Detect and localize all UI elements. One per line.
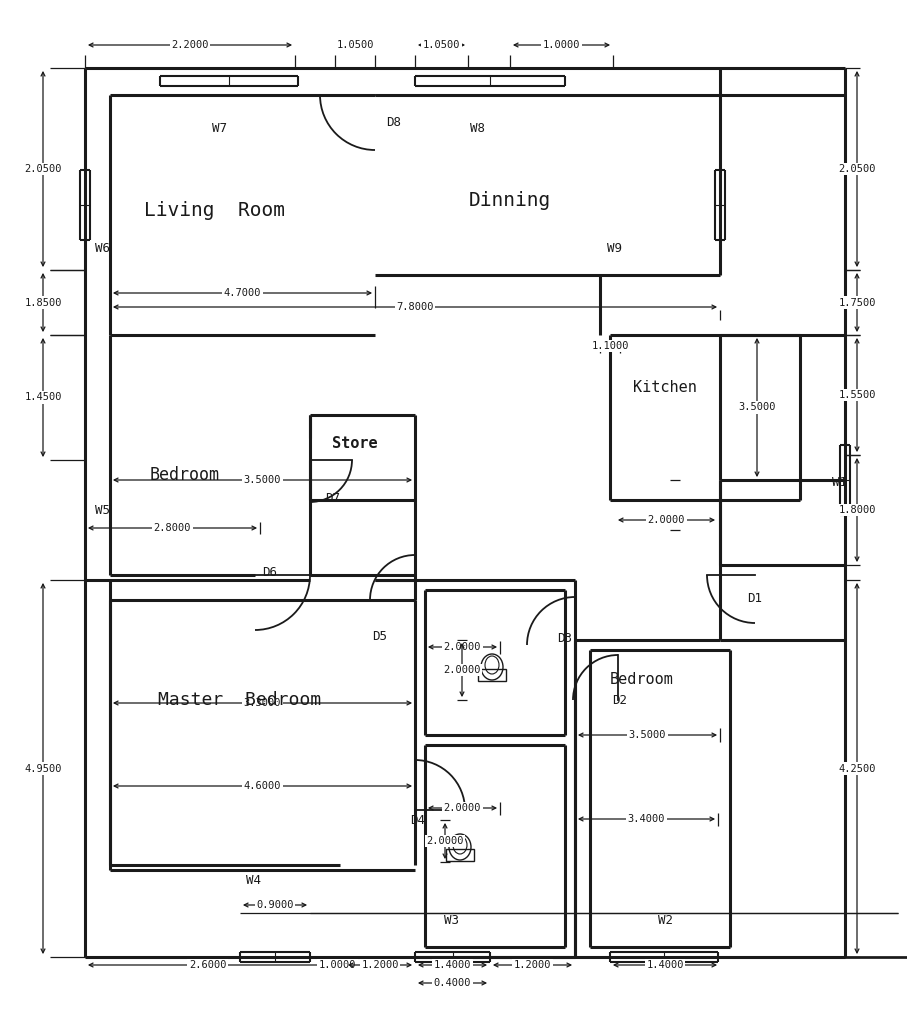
Text: D5: D5 <box>373 631 387 643</box>
Text: Kitchen: Kitchen <box>633 381 697 395</box>
Text: D6: D6 <box>262 565 278 579</box>
Text: W9: W9 <box>607 242 622 255</box>
Text: 1.7500: 1.7500 <box>838 298 876 307</box>
Text: D2: D2 <box>612 693 628 707</box>
Text: 0.9000: 0.9000 <box>257 900 294 910</box>
Text: 1.0000: 1.0000 <box>542 40 580 50</box>
Text: 1.2000: 1.2000 <box>513 961 551 970</box>
Text: W5: W5 <box>95 504 110 516</box>
Text: Store: Store <box>332 435 378 451</box>
Text: 1.4500: 1.4500 <box>24 392 62 402</box>
Text: 3.4000: 3.4000 <box>628 814 665 824</box>
Text: 1.8000: 1.8000 <box>838 505 876 515</box>
Text: W2: W2 <box>658 914 672 928</box>
Text: 1.0500: 1.0500 <box>423 40 460 50</box>
Text: 2.6000: 2.6000 <box>189 961 226 970</box>
Text: 3.5000: 3.5000 <box>244 475 281 485</box>
Bar <box>446 849 474 861</box>
Text: 3.5000: 3.5000 <box>629 730 667 740</box>
Text: W7: W7 <box>212 122 228 134</box>
Text: D1: D1 <box>747 592 763 604</box>
Text: D8: D8 <box>386 117 402 129</box>
Text: 2.0500: 2.0500 <box>24 164 62 174</box>
Text: 1.0500: 1.0500 <box>336 40 374 50</box>
Text: W8: W8 <box>471 122 485 134</box>
Text: 1.0000: 1.0000 <box>318 961 356 970</box>
Text: 4.6000: 4.6000 <box>244 781 281 791</box>
Text: 2.0000: 2.0000 <box>444 665 481 675</box>
Text: Bedroom: Bedroom <box>610 673 674 687</box>
Text: 7.8000: 7.8000 <box>396 302 434 312</box>
Text: D3: D3 <box>558 632 572 644</box>
Text: 1.4000: 1.4000 <box>434 961 472 970</box>
Text: Master  Bedroom: Master Bedroom <box>159 691 322 709</box>
Text: 4.9500: 4.9500 <box>24 764 62 773</box>
Text: Bedroom: Bedroom <box>150 466 220 484</box>
Bar <box>478 669 506 681</box>
Text: W4: W4 <box>246 873 260 887</box>
Text: 1.5500: 1.5500 <box>838 390 876 400</box>
Text: 4.2500: 4.2500 <box>838 764 876 773</box>
Text: 4.7000: 4.7000 <box>224 288 261 298</box>
Text: W6: W6 <box>95 242 110 255</box>
Text: 2.0000: 2.0000 <box>444 642 482 652</box>
Text: 1.4000: 1.4000 <box>647 961 684 970</box>
Text: 2.2000: 2.2000 <box>171 40 209 50</box>
Text: W3: W3 <box>444 914 460 928</box>
Text: 2.0000: 2.0000 <box>648 515 686 525</box>
Text: W1: W1 <box>832 476 847 489</box>
Text: D4: D4 <box>411 813 425 826</box>
Text: D7: D7 <box>326 492 340 505</box>
Text: 2.8000: 2.8000 <box>154 523 191 534</box>
Text: 3.3000: 3.3000 <box>244 698 281 708</box>
Text: 3.5000: 3.5000 <box>738 402 775 413</box>
Text: 1.2000: 1.2000 <box>361 961 399 970</box>
Text: Living  Room: Living Room <box>144 201 286 219</box>
Text: Dinning: Dinning <box>469 190 551 210</box>
Text: 2.0500: 2.0500 <box>838 164 876 174</box>
Text: 1.8500: 1.8500 <box>24 298 62 307</box>
Text: 2.0000: 2.0000 <box>444 803 482 813</box>
Text: 2.0000: 2.0000 <box>426 836 463 846</box>
Text: 1.1000: 1.1000 <box>591 341 629 351</box>
Text: 0.4000: 0.4000 <box>434 978 472 988</box>
